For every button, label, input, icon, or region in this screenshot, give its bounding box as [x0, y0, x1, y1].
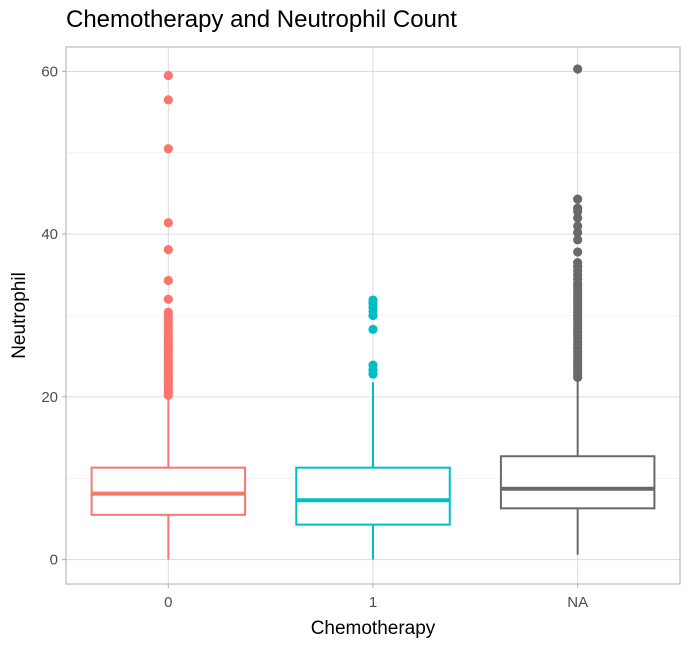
- outlier-point: [573, 213, 583, 223]
- axis-layer: 0 20 40 60 0 1 NA: [41, 46, 681, 611]
- outlier-point: [573, 64, 583, 74]
- outlier-point: [163, 275, 173, 286]
- outlier-point: [368, 295, 378, 305]
- outlier-point: [368, 360, 378, 370]
- y-tick-label: 0: [50, 552, 58, 569]
- outlier-point: [163, 294, 173, 304]
- outlier-point: [163, 218, 173, 228]
- chart-title: Chemotherapy and Neutrophil Count: [66, 6, 457, 33]
- x-tick-label: NA: [567, 594, 588, 611]
- x-axis-title: Chemotherapy: [311, 618, 436, 639]
- box-group-0: [90, 70, 247, 560]
- y-tick-label: 20: [41, 389, 58, 406]
- box-iqr: [295, 466, 451, 526]
- x-tick-label: 1: [369, 594, 377, 611]
- outlier-point: [163, 307, 173, 317]
- outlier-point: [573, 203, 583, 213]
- outlier-point: [573, 258, 583, 268]
- outlier-point: [573, 194, 583, 204]
- box-group-1: [295, 295, 451, 560]
- outlier-point: [163, 244, 173, 255]
- x-tick-label: 0: [164, 594, 172, 611]
- y-tick-label: 40: [41, 226, 58, 243]
- outlier-point: [368, 324, 378, 334]
- outlier-point: [573, 227, 583, 238]
- box-group-na: [499, 64, 656, 555]
- outlier-point: [163, 95, 173, 105]
- outlier-point: [163, 70, 173, 81]
- y-axis-title: Neutrophil: [9, 272, 30, 359]
- box-iqr: [499, 455, 656, 510]
- y-tick-label: 60: [41, 63, 58, 80]
- outlier-point: [573, 235, 583, 245]
- outlier-point: [573, 247, 583, 257]
- box-layer: [90, 64, 656, 560]
- outlier-point: [573, 221, 583, 231]
- box-iqr: [90, 466, 247, 516]
- outlier-point: [163, 144, 173, 154]
